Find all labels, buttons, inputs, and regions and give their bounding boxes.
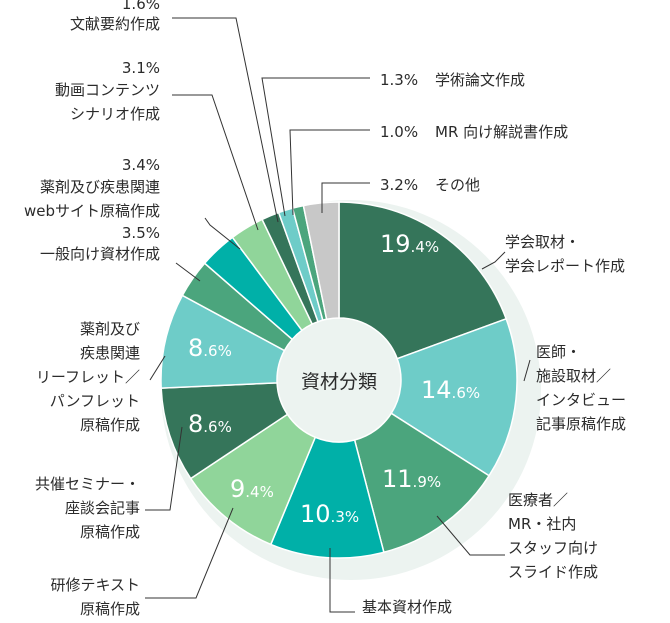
- category-label-s7: 薬剤及び: [80, 320, 140, 338]
- slice-s1: [338, 201, 508, 360]
- category-label-s2: 施設取材／: [536, 367, 611, 385]
- category-label-s1: 学会取材・: [505, 233, 580, 251]
- chart-title: 資材分類: [301, 371, 377, 393]
- leader-line-s10: [172, 94, 259, 231]
- category-label-s8: 一般向け資材作成: [40, 245, 160, 263]
- category-label-s3: MR・社内: [508, 515, 576, 533]
- value-label-s2: 14.6%: [421, 376, 480, 404]
- category-label-s7: 疾患関連: [80, 344, 140, 362]
- category-label-s7: リーフレット／: [36, 368, 140, 386]
- category-label-s2: 医師・: [536, 343, 581, 361]
- category-label-s2: インタビュー: [536, 391, 626, 409]
- category-label-s6: 座談会記事: [65, 499, 140, 517]
- value-label-s1: 19.4%: [380, 230, 439, 258]
- category-label-s1: 学会レポート作成: [505, 257, 625, 275]
- category-label-s7: パンフレット: [50, 392, 140, 410]
- leader-line-s8: [175, 262, 201, 282]
- category-label-s5: 研修テキスト: [50, 576, 140, 594]
- percent-label-s8: 3.5%: [122, 224, 160, 242]
- category-label-s9: 薬剤及び疾患関連: [40, 178, 160, 196]
- percent-label-s11: 1.6%: [122, 0, 160, 13]
- percent-label-s9: 3.4%: [122, 156, 160, 174]
- leader-line-s7: [149, 355, 166, 381]
- category-label-s9: webサイト原稿作成: [24, 202, 160, 220]
- category-label-s4: 基本資材作成: [362, 598, 452, 616]
- category-label-s12: 学術論文作成: [435, 71, 525, 89]
- category-label-s3: スタッフ向け: [508, 539, 598, 557]
- percent-label-s10: 3.1%: [122, 59, 160, 77]
- leader-line-s13: [289, 129, 370, 216]
- percent-label-s13: 1.0%: [380, 123, 418, 141]
- leader-line-s12: [261, 77, 370, 217]
- value-label-s4: 10.3%: [300, 500, 359, 528]
- category-label-s10: シナリオ作成: [70, 105, 160, 123]
- category-label-s10: 動画コンテンツ: [55, 81, 160, 99]
- slice-value-labels: 19.4% 14.6% 11.9% 10.3% 9.4% 8.6% 8.6%: [188, 230, 480, 528]
- value-label-s7: 8.6%: [188, 334, 232, 362]
- leader-line-s4: [329, 548, 355, 613]
- category-label-s3: スライド作成: [508, 563, 598, 581]
- value-label-s3: 11.9%: [382, 465, 441, 493]
- category-label-s3: 医療者／: [508, 491, 568, 509]
- leader-line-s6: [145, 426, 183, 511]
- chart-slices: [160, 201, 518, 559]
- value-label-s6: 8.6%: [188, 410, 232, 438]
- leader-line-s1: [481, 251, 506, 270]
- leader-line-s2: [523, 359, 531, 382]
- category-label-s5: 原稿作成: [80, 600, 140, 618]
- category-label-s7: 原稿作成: [80, 416, 140, 434]
- category-label-s13: MR 向け解説書作成: [435, 123, 568, 141]
- leader-line-s11: [172, 17, 279, 223]
- leader-line-s5: [145, 507, 234, 599]
- leader-lines: [145, 17, 531, 613]
- category-label-s6: 共催セミナー・: [35, 475, 140, 493]
- percent-label-s14: 3.2%: [380, 176, 418, 194]
- category-label-s6: 原稿作成: [80, 523, 140, 541]
- category-label-s11: 文献要約作成: [70, 15, 160, 33]
- category-label-s2: 記事原稿作成: [536, 415, 626, 433]
- leader-line-s14: [321, 182, 370, 213]
- leader-line-s9: [204, 217, 241, 250]
- percent-label-s12: 1.3%: [380, 71, 418, 89]
- leader-line-s3: [436, 515, 505, 556]
- slice-s2: [390, 317, 518, 477]
- category-label-s14: その他: [435, 176, 480, 194]
- slice-s14: [302, 201, 340, 321]
- value-label-s5: 9.4%: [230, 475, 274, 503]
